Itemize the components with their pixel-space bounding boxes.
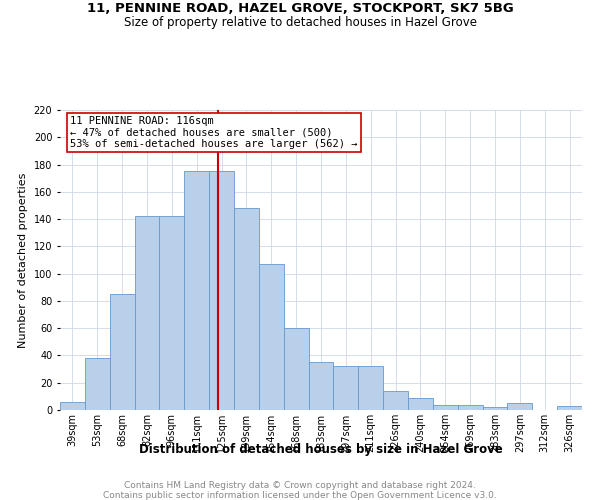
Bar [408, 398, 433, 410]
Bar [433, 404, 458, 410]
Bar [60, 402, 85, 410]
Y-axis label: Number of detached properties: Number of detached properties [18, 172, 28, 348]
Text: Contains HM Land Registry data © Crown copyright and database right 2024.
Contai: Contains HM Land Registry data © Crown c… [103, 480, 497, 500]
Bar [259, 264, 284, 410]
Bar [308, 362, 334, 410]
Bar [184, 172, 209, 410]
Bar [358, 366, 383, 410]
Bar [134, 216, 160, 410]
Text: Distribution of detached houses by size in Hazel Grove: Distribution of detached houses by size … [139, 442, 503, 456]
Bar [508, 403, 532, 410]
Text: 11 PENNINE ROAD: 116sqm
← 47% of detached houses are smaller (500)
53% of semi-d: 11 PENNINE ROAD: 116sqm ← 47% of detache… [70, 116, 358, 149]
Bar [209, 172, 234, 410]
Bar [284, 328, 308, 410]
Bar [234, 208, 259, 410]
Bar [85, 358, 110, 410]
Bar [482, 408, 508, 410]
Bar [458, 404, 482, 410]
Text: 11, PENNINE ROAD, HAZEL GROVE, STOCKPORT, SK7 5BG: 11, PENNINE ROAD, HAZEL GROVE, STOCKPORT… [86, 2, 514, 16]
Bar [160, 216, 184, 410]
Bar [383, 391, 408, 410]
Text: Size of property relative to detached houses in Hazel Grove: Size of property relative to detached ho… [124, 16, 476, 29]
Bar [110, 294, 134, 410]
Bar [334, 366, 358, 410]
Bar [557, 406, 582, 410]
